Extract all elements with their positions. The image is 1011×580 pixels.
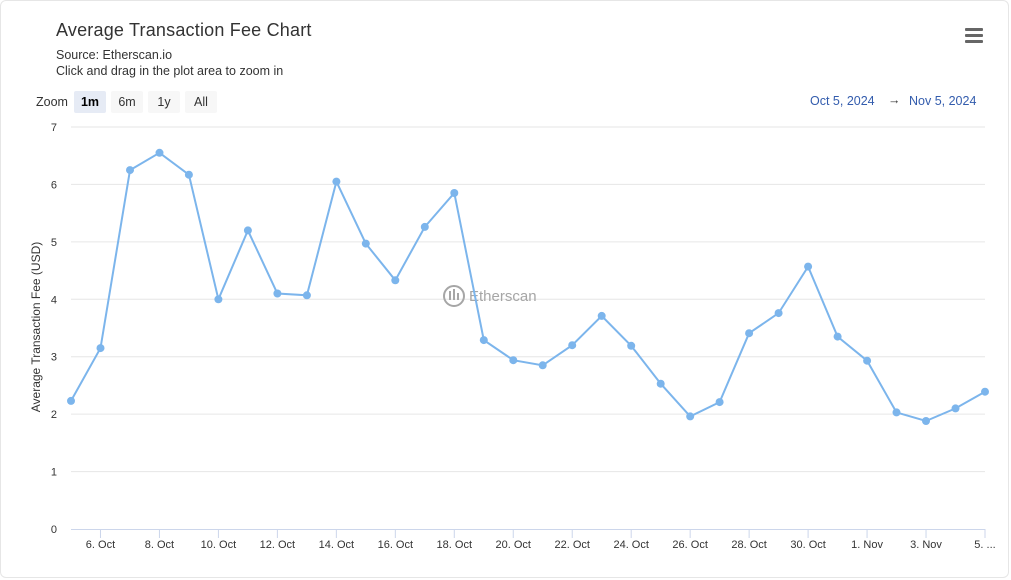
data-point[interactable] [627, 341, 636, 350]
data-point[interactable] [981, 387, 989, 396]
data-point[interactable] [243, 226, 252, 235]
watermark-text: Etherscan [469, 288, 537, 305]
data-point[interactable] [568, 341, 577, 350]
zoom-all-button[interactable]: All [185, 91, 217, 113]
data-point[interactable] [96, 344, 105, 353]
x-tick-label: 18. Oct [437, 539, 472, 551]
source-text: Source: Etherscan.io [56, 48, 173, 62]
x-tick-label: 20. Oct [496, 539, 531, 551]
data-point[interactable] [450, 189, 459, 197]
data-point[interactable] [67, 396, 75, 405]
data-point[interactable] [951, 404, 960, 413]
data-point[interactable] [155, 148, 164, 157]
data-point[interactable] [391, 276, 400, 285]
data-point[interactable] [833, 332, 842, 341]
data-point[interactable] [420, 222, 429, 231]
data-point[interactable] [686, 412, 695, 421]
data-point[interactable] [715, 398, 724, 407]
x-tick-label: 28. Oct [731, 539, 766, 551]
y-tick-label: 6 [51, 179, 57, 191]
x-tick-label: 30. Oct [790, 539, 825, 551]
range-from-input[interactable]: Oct 5, 2024 [810, 94, 875, 108]
range-arrow-icon: → [888, 93, 901, 107]
data-point[interactable] [332, 177, 341, 186]
x-tick-label: 5. ... [974, 539, 995, 551]
x-tick-label: 16. Oct [378, 539, 413, 551]
x-tick-label: 6. Oct [86, 539, 115, 551]
y-tick-label: 7 [51, 122, 57, 134]
data-point[interactable] [479, 336, 488, 345]
chart-title: Average Transaction Fee Chart [56, 20, 312, 40]
range-to-input[interactable]: Nov 5, 2024 [909, 94, 977, 108]
y-tick-label: 3 [51, 352, 57, 364]
zoom-label: Zoom [36, 95, 68, 109]
data-point[interactable] [126, 166, 134, 175]
etherscan-logo-icon [443, 285, 465, 307]
x-tick-label: 22. Oct [554, 539, 589, 551]
data-point[interactable] [538, 361, 547, 370]
data-point[interactable] [273, 289, 282, 298]
y-tick-label: 5 [51, 237, 57, 249]
data-point[interactable] [361, 239, 370, 248]
y-tick-label: 1 [51, 467, 57, 479]
x-tick-label: 26. Oct [672, 539, 707, 551]
data-point[interactable] [509, 356, 518, 365]
zoom-hint-text: Click and drag in the plot area to zoom … [56, 64, 284, 78]
x-tick-label: 24. Oct [613, 539, 648, 551]
x-tick-label: 1. Nov [851, 539, 883, 551]
y-tick-label: 2 [51, 409, 57, 421]
series-line [70, 151, 986, 423]
y-axis-label: Average Transaction Fee (USD) [29, 242, 43, 413]
data-point[interactable] [804, 262, 813, 271]
x-tick-label: 12. Oct [260, 539, 295, 551]
data-point[interactable] [597, 311, 606, 320]
x-tick-label: 10. Oct [201, 539, 236, 551]
zoom-6m-button[interactable]: 6m [111, 91, 143, 113]
data-point[interactable] [745, 329, 754, 338]
data-point[interactable] [302, 291, 311, 300]
y-tick-label: 0 [51, 524, 57, 536]
etherscan-watermark: Etherscan [443, 285, 537, 307]
data-point[interactable] [863, 356, 872, 365]
data-point[interactable] [656, 379, 665, 388]
x-tick-label: 8. Oct [145, 539, 174, 551]
data-point[interactable] [214, 295, 223, 304]
data-point[interactable] [892, 408, 901, 417]
y-tick-label: 4 [51, 294, 57, 306]
x-tick-label: 3. Nov [910, 539, 942, 551]
hamburger-menu-icon[interactable] [965, 28, 983, 44]
data-point[interactable] [922, 417, 930, 425]
zoom-1y-button[interactable]: 1y [148, 91, 180, 113]
zoom-1m-button[interactable]: 1m [74, 91, 106, 113]
data-point[interactable] [774, 309, 783, 318]
data-point[interactable] [184, 170, 193, 179]
x-tick-label: 14. Oct [319, 539, 354, 551]
